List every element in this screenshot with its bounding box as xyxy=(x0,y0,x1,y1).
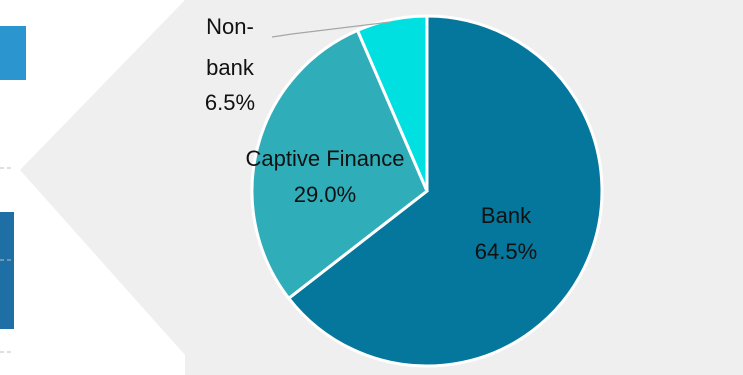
left-bar xyxy=(0,212,14,329)
label-captive-finance-name: Captive Finance xyxy=(246,146,405,171)
label-bank-value: 64.5% xyxy=(475,239,537,264)
pie xyxy=(250,14,604,368)
pie-slice-bank xyxy=(286,14,604,368)
label-bank-name: Bank xyxy=(481,203,532,228)
pie-slice-non-bank xyxy=(355,14,429,192)
label-captive-finance-value: 29.0% xyxy=(294,182,356,207)
left-accent-block xyxy=(0,26,26,80)
label-non-bank-name-2: bank xyxy=(206,55,255,80)
label-non-bank-name-1: Non- xyxy=(206,14,254,39)
non-bank-leader-line xyxy=(271,21,391,38)
pie-slice-captive-finance xyxy=(250,28,429,301)
label-non-bank-value: 6.5% xyxy=(205,90,255,115)
